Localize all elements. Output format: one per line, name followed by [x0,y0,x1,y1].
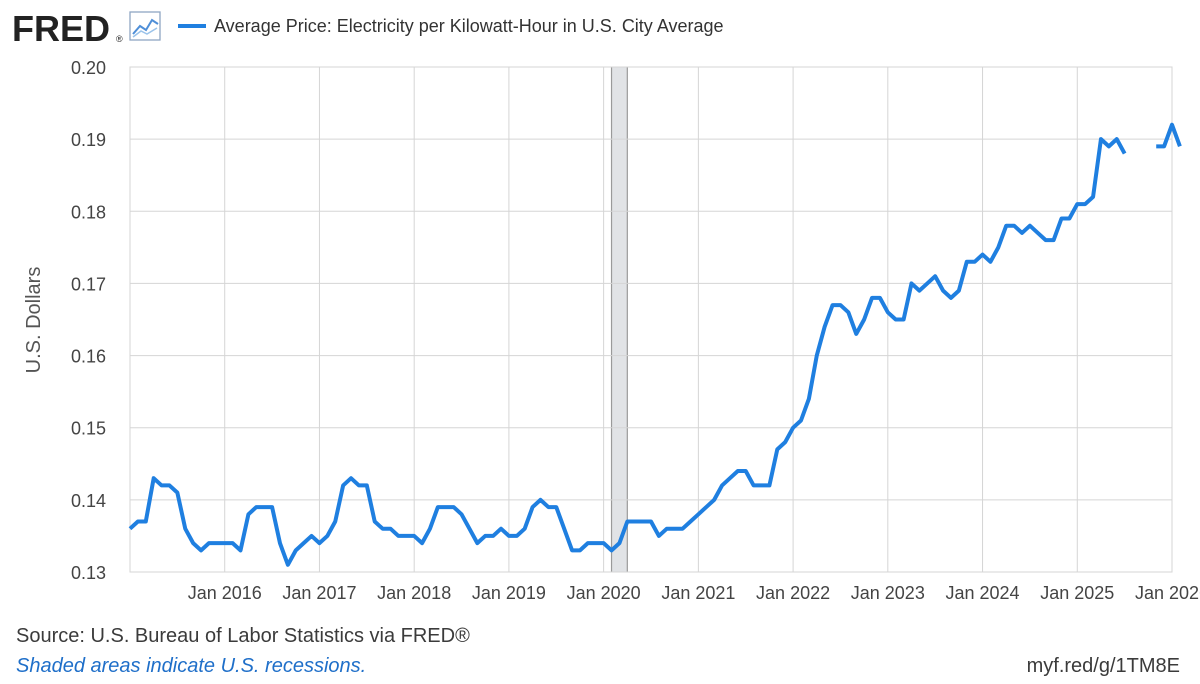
y-axis-ticks: 0.13 0.14 0.15 0.16 0.17 0.18 0.19 0.20 [71,58,106,583]
y-tick-label: 0.17 [71,274,106,294]
x-axis-ticks: Jan 2016 Jan 2017 Jan 2018 Jan 2019 Jan 2020… [188,583,1200,603]
fred-logo-text: FRED [12,8,110,49]
chart-title: Average Price: Electricity per Kilowatt-… [214,16,724,36]
x-tick-label: Jan 2026 [1135,583,1200,603]
x-tick-label: Jan 2017 [282,583,356,603]
y-tick-label: 0.16 [71,347,106,367]
y-tick-label: 0.20 [71,58,106,78]
y-axis-label: U.S. Dollars [23,267,45,374]
x-tick-label: Jan 2021 [661,583,735,603]
series-line [1156,122,1182,149]
x-tick-label: Jan 2019 [472,583,546,603]
y-tick-label: 0.18 [71,202,106,222]
chart-icon[interactable] [129,11,161,41]
x-tick-label: Jan 2020 [567,583,641,603]
chart: FRED ® Average Price: Electricity per Ki… [12,8,1200,603]
y-tick-label: 0.19 [71,130,106,150]
x-tick-label: Jan 2018 [377,583,451,603]
y-tick-label: 0.14 [71,491,106,511]
x-tick-label: Jan 2016 [188,583,262,603]
x-tick-label: Jan 2023 [851,583,925,603]
recession-band [611,67,628,572]
y-tick-label: 0.15 [71,419,106,439]
plot-frame [129,66,1173,573]
recession-layer [610,67,628,572]
fred-logo[interactable]: FRED ® [12,8,123,49]
series-layer [128,122,1182,567]
x-tick-label: Jan 2025 [1040,583,1114,603]
registered-mark: ® [116,34,123,44]
source-text: Source: U.S. Bureau of Labor Statistics … [16,625,470,647]
grid-layer [130,66,1173,573]
series-line [128,137,1127,567]
short-link[interactable]: myf.red/g/1TM8E [1026,655,1180,677]
recession-note: Shaded areas indicate U.S. recessions. [16,655,367,677]
x-tick-label: Jan 2022 [756,583,830,603]
x-tick-label: Jan 2024 [946,583,1020,603]
y-tick-label: 0.13 [71,563,106,583]
